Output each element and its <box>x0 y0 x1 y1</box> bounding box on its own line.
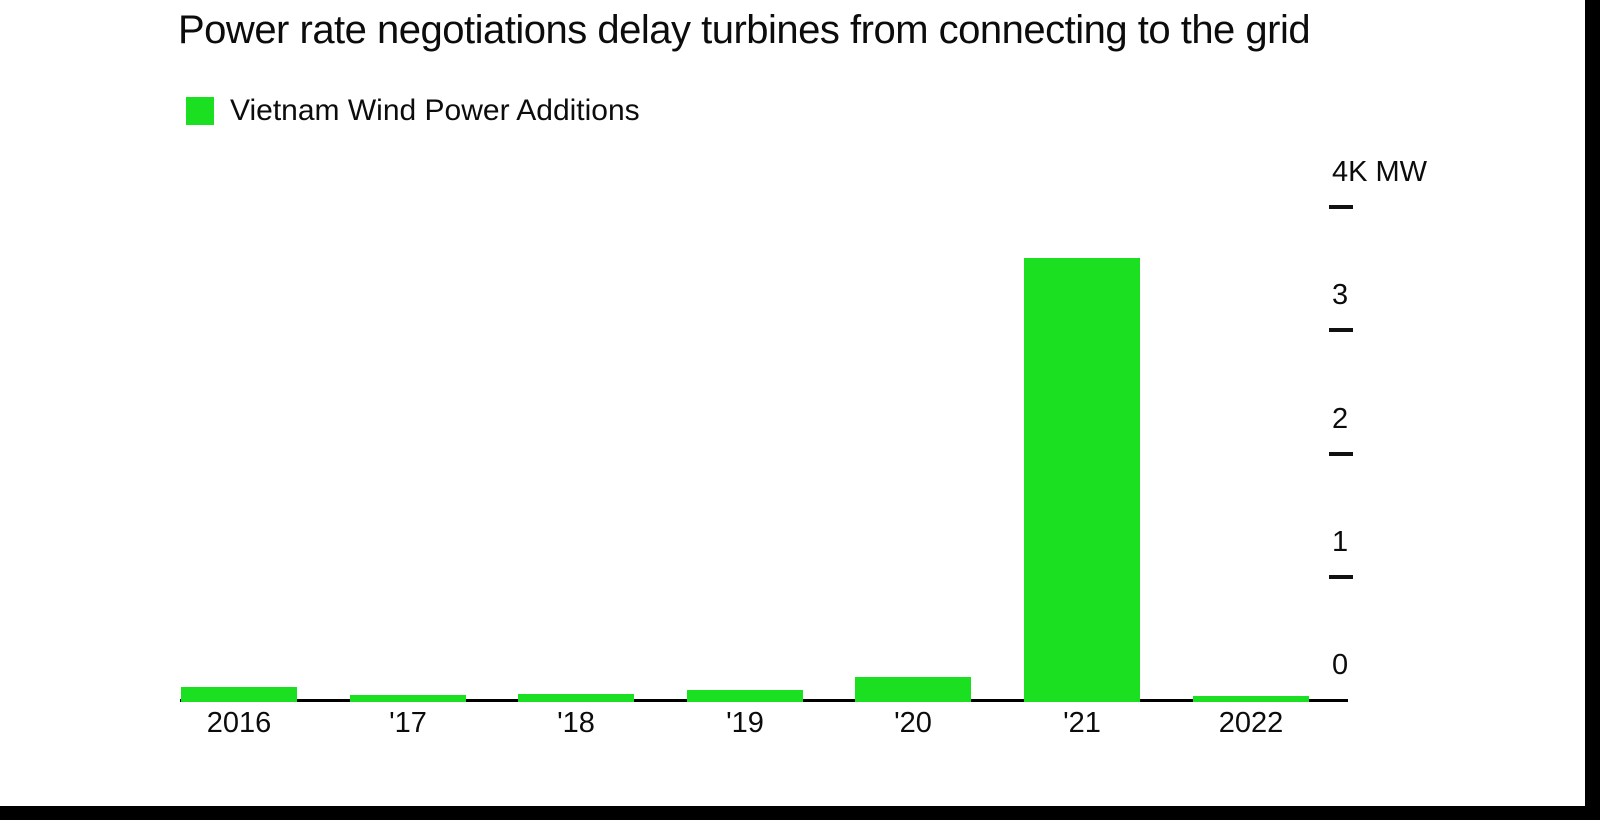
x-tick-label-2022: 2022 <box>1218 707 1284 739</box>
bar-21 <box>1024 258 1140 702</box>
legend: Vietnam Wind Power Additions <box>186 96 640 126</box>
y-tick-mark <box>1329 452 1353 456</box>
x-tick-label-17: '17 <box>389 707 427 739</box>
bar-20 <box>855 677 971 702</box>
x-tick-label-18: '18 <box>557 707 595 739</box>
letterbox-bottom <box>0 806 1600 820</box>
y-tick-mark <box>1329 205 1353 209</box>
x-tick-label-21: '21 <box>1063 707 1101 739</box>
bar-2022 <box>1193 696 1309 702</box>
x-tick-label-2016: 2016 <box>206 707 272 739</box>
y-tick-mark <box>1329 575 1353 579</box>
y-tick-label: 2 <box>1332 402 1349 435</box>
bar-2016 <box>181 687 297 702</box>
legend-swatch-icon <box>186 97 214 125</box>
bar-17 <box>350 695 466 702</box>
letterbox-right <box>1585 0 1600 820</box>
legend-label: Vietnam Wind Power Additions <box>230 94 640 127</box>
y-tick-mark <box>1329 328 1353 332</box>
y-tick-label: 4K MW <box>1332 156 1428 188</box>
chart-title: Power rate negotiations delay turbines f… <box>178 8 1311 52</box>
y-tick-label: 3 <box>1332 279 1349 312</box>
y-tick-label: 1 <box>1332 525 1349 558</box>
bar-18 <box>518 694 634 702</box>
bar-19 <box>687 690 803 702</box>
x-tick-label-19: '19 <box>726 707 764 739</box>
x-tick-label-20: '20 <box>894 707 932 739</box>
y-tick-label: 0 <box>1332 649 1349 681</box>
